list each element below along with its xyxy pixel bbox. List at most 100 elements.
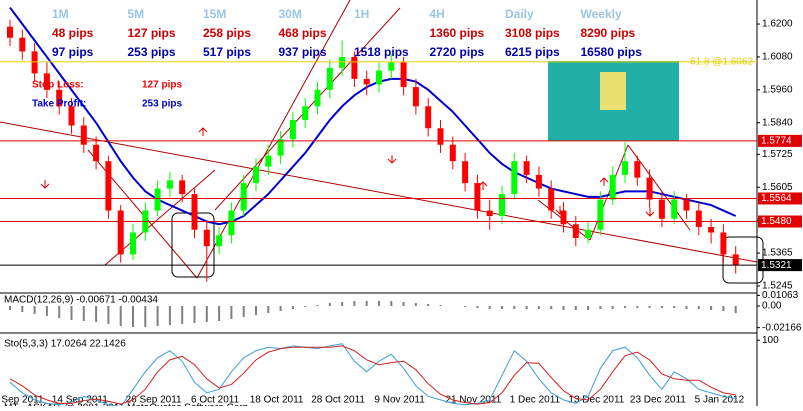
candle-body: [154, 188, 161, 211]
candle-body: [671, 199, 678, 219]
level-label: 1.5564: [761, 193, 792, 204]
x-tick-label: 5 Jan 2012: [695, 395, 745, 406]
y-tick-label: 1.5960: [762, 84, 793, 95]
y-tick-label: 1.5245: [762, 281, 793, 292]
candle-body: [203, 229, 210, 247]
candle-body: [363, 78, 370, 85]
candle-body: [437, 128, 444, 145]
timeframe-name: Weekly: [581, 7, 622, 21]
candle-body: [68, 106, 75, 126]
candle-body: [609, 174, 616, 200]
candle-body: [449, 144, 456, 162]
candle-body: [376, 70, 382, 85]
x-tick-label: 26 Sep 2011: [126, 395, 182, 406]
candle-body: [388, 62, 395, 71]
y-tick-label: 0.01063: [762, 290, 799, 301]
timeframe-take: 937 pips: [279, 45, 327, 59]
timeframe-name: 1M: [52, 7, 69, 21]
arrows: [40, 127, 655, 217]
timeframe-stop: 258 pips: [203, 26, 251, 40]
timeframe-take: 16580 pips: [581, 45, 643, 59]
stop-loss-label: Stop Loss:: [32, 80, 84, 91]
candle-body: [289, 120, 296, 140]
candle-body: [523, 161, 530, 175]
timeframe-stop: 8290 pips: [581, 26, 636, 40]
trend-lines: [0, 0, 758, 279]
timeframe-name: 4H: [430, 7, 445, 21]
candle-body: [314, 89, 321, 107]
timeframe-name: 1H: [354, 7, 369, 21]
candle-body: [265, 155, 272, 167]
candle-body: [720, 232, 727, 255]
candle-body: [486, 210, 493, 217]
candle-body: [130, 232, 136, 255]
candle-body: [253, 166, 259, 184]
stochastic-line: [9, 345, 736, 405]
timeframe-name: Daily: [505, 7, 534, 21]
candle-body: [339, 56, 346, 68]
candle-body: [93, 144, 100, 162]
panel-title: Sto(5,3,3) 17.0264 22.1426: [4, 339, 126, 350]
panel-title: MACD(12,26,9) -0.00671 -0.00434: [4, 295, 158, 306]
level-label-box: [758, 192, 802, 205]
candle-body: [646, 177, 653, 200]
timeframe-take: 2720 pips: [430, 45, 485, 59]
candle-body: [117, 210, 124, 255]
candle-body: [400, 62, 407, 88]
y-tick-label: 1.5365: [762, 248, 793, 259]
timeframe-take: 97 pips: [52, 45, 94, 59]
timeframe-name: 15M: [203, 7, 226, 21]
candle-body: [425, 106, 432, 129]
candle-body: [179, 180, 186, 195]
candle-body: [622, 161, 628, 175]
x-tick-label: 2 Sep 2011: [0, 395, 44, 406]
candle-body: [105, 161, 112, 211]
timeframe-stop: 48 pips: [52, 26, 94, 40]
x-tick-label: 1 Dec 2011: [510, 395, 561, 406]
candle-body: [535, 174, 542, 189]
y-tick-label: 100: [762, 335, 779, 346]
candle-body: [302, 106, 309, 121]
timeframe-take: 517 pips: [203, 45, 251, 59]
candle-body: [499, 194, 505, 217]
x-tick-label: 13 Dec 2011: [568, 395, 624, 406]
candle-body: [166, 180, 173, 189]
candle-body: [80, 125, 87, 145]
timeframe-take: 1518 pips: [354, 45, 409, 59]
y-tick-label: 1.5725: [762, 149, 793, 160]
candle-body: [191, 194, 198, 230]
candle-body: [19, 37, 26, 52]
candle-body: [56, 89, 63, 107]
timeframe-take: 6215 pips: [505, 45, 560, 59]
y-tick-label: 0.00: [762, 301, 782, 312]
candle-body: [634, 161, 641, 178]
logo-icon: [600, 72, 626, 110]
timeframe-name: 30M: [279, 7, 302, 21]
level-label: 1.5321: [761, 260, 792, 271]
level-label-box: [758, 134, 802, 147]
candle-body: [31, 51, 38, 74]
candle-body: [326, 67, 333, 90]
candle-body: [474, 183, 481, 211]
candle-body: [511, 161, 518, 195]
timeframe-stop: 468 pips: [279, 26, 327, 40]
timeframe-stop: 1360 pips: [430, 26, 485, 40]
candle-body: [462, 161, 469, 184]
candle-body: [7, 26, 13, 38]
take-profit-value: 253 pips: [142, 99, 182, 110]
y-tick-label: -0.02166: [762, 322, 802, 333]
candle-body: [277, 139, 284, 156]
timeframe-stop: 3108 pips: [505, 26, 560, 40]
level-label: 61.8 @1.6062: [690, 57, 753, 68]
x-tick-label: 6 Oct 2011: [191, 395, 240, 406]
x-tick-label: 9 Nov 2011: [374, 395, 425, 406]
candle-body: [708, 226, 715, 233]
candle-body: [572, 224, 579, 238]
candle-body: [658, 199, 665, 219]
timeframe-take: 253 pips: [128, 45, 176, 59]
candle-body: [228, 210, 235, 236]
candle-body: [560, 210, 567, 225]
candle-body: [732, 254, 739, 266]
